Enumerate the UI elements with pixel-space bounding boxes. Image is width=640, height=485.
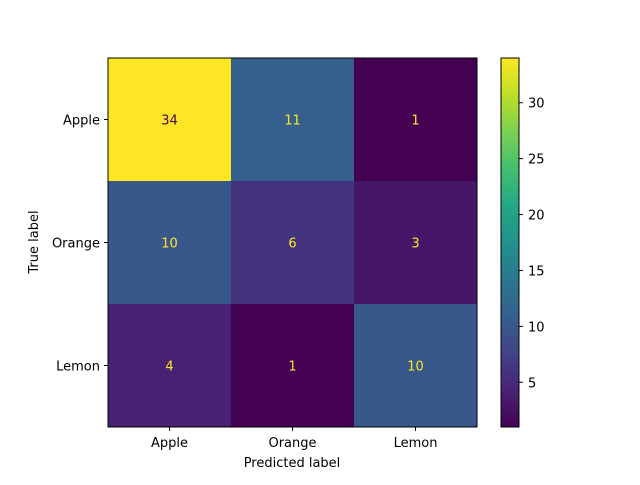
heatmap-value-label: 10 <box>407 360 424 375</box>
heatmap-cells <box>108 58 477 427</box>
heatmap-value-label: 10 <box>161 237 178 252</box>
heatmap-cell-lemon-lemon <box>354 304 477 427</box>
y-axis-ticks: Apple Orange Lemon <box>52 114 108 375</box>
heatmap-cell-apple-apple <box>108 58 231 181</box>
colorbar-tick-label: 25 <box>528 153 545 168</box>
x-tick-label: Lemon <box>394 436 438 451</box>
heatmap-cell-lemon-orange <box>231 304 354 427</box>
heatmap-cell-apple-orange <box>231 58 354 181</box>
heatmap-cell-orange-lemon <box>354 181 477 304</box>
colorbar-tick-label: 20 <box>528 209 545 224</box>
colorbar-tick-label: 30 <box>528 97 545 112</box>
colorbar-tick-label: 15 <box>528 264 545 279</box>
colorbar <box>500 57 520 428</box>
x-tick-label: Apple <box>151 436 188 451</box>
heatmap-cell-apple-lemon <box>354 58 477 181</box>
colorbar-ticks: 5 10 15 20 25 30 <box>519 97 545 391</box>
heatmap-value-label: 11 <box>284 114 301 129</box>
heatmap-value-label: 6 <box>288 237 296 252</box>
heatmap-value-label: 4 <box>165 360 173 375</box>
colorbar-tick-label: 5 <box>528 376 536 391</box>
y-axis-label: True label <box>27 210 42 274</box>
x-axis-label: Predicted label <box>244 456 341 471</box>
heatmap-cell-lemon-apple <box>108 304 231 427</box>
heatmap-value-labels: 34 11 110 6 34 1 10 <box>161 114 424 375</box>
y-tick-label: Orange <box>52 237 100 252</box>
heatmap-cell-orange-apple <box>108 181 231 304</box>
x-axis-ticks: Apple Orange Lemon <box>151 427 437 451</box>
heatmap-value-label: 1 <box>411 114 419 129</box>
heatmap-cell-orange-orange <box>231 181 354 304</box>
y-tick-label: Lemon <box>56 360 100 375</box>
heatmap-value-label: 34 <box>161 114 178 129</box>
x-tick-label: Orange <box>268 436 316 451</box>
y-tick-label: Apple <box>63 114 100 129</box>
heatmap-value-label: 1 <box>288 360 296 375</box>
colorbar-tick-label: 10 <box>528 320 545 335</box>
heatmap-value-label: 3 <box>411 237 419 252</box>
